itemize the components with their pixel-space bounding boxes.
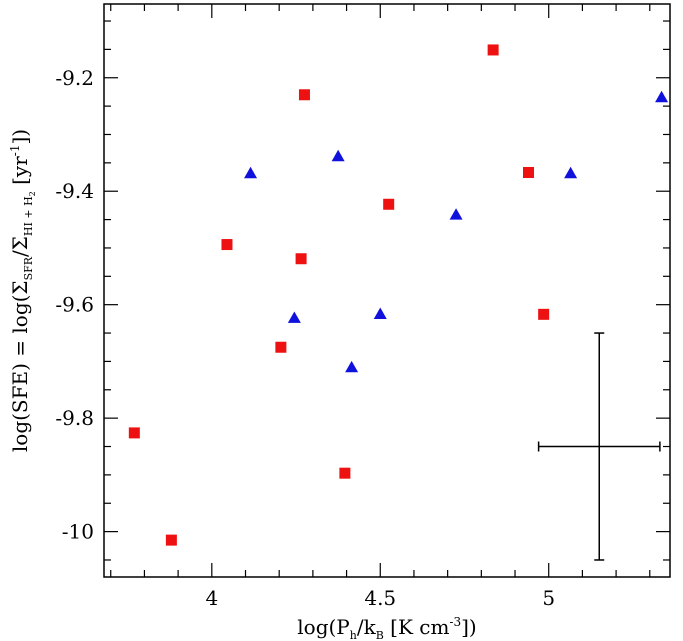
square-marker: [339, 467, 351, 479]
triangle-marker: [244, 166, 258, 179]
square-marker: [128, 427, 140, 439]
triangle-marker: [655, 90, 669, 103]
tick-labels: 4 4.5 5 -10 -9.8 -9.6 -9.4 -9.2: [55, 66, 555, 610]
x-tick-label: 4: [205, 586, 218, 610]
triangle-marker: [287, 311, 301, 323]
square-marker: [295, 253, 307, 265]
axis-ticks: [104, 4, 670, 577]
square-marker: [487, 44, 499, 56]
triangle-marker: [331, 149, 345, 162]
y-tick-label: -9.6: [55, 293, 94, 317]
y-axis-label: log(SFE) = log(ΣSFR/ΣHI + H2 [yr-1]): [8, 129, 37, 452]
triangle-marker: [373, 307, 387, 319]
square-marker: [275, 341, 287, 353]
triangle-marker: [345, 360, 359, 373]
x-tick-label: 4.5: [364, 586, 396, 610]
triangle-marker: [449, 208, 463, 220]
x-tick-label: 5: [542, 586, 555, 610]
y-tick-label: -9.4: [55, 179, 94, 203]
square-marker: [165, 534, 177, 546]
square-marker: [383, 198, 395, 210]
error-bar: [537, 332, 661, 561]
y-tick-label: -9.2: [55, 66, 94, 90]
square-marker: [523, 166, 534, 178]
data-points: [128, 44, 669, 546]
square-marker: [298, 89, 310, 101]
plot-frame: [103, 3, 671, 578]
y-tick-label: -9.8: [55, 406, 94, 430]
triangle-marker: [564, 166, 578, 179]
square-marker: [221, 239, 233, 251]
y-tick-label: -10: [62, 520, 94, 544]
square-marker: [538, 308, 550, 320]
x-axis-label: log(Ph/kB [K cm-3]): [297, 615, 476, 641]
